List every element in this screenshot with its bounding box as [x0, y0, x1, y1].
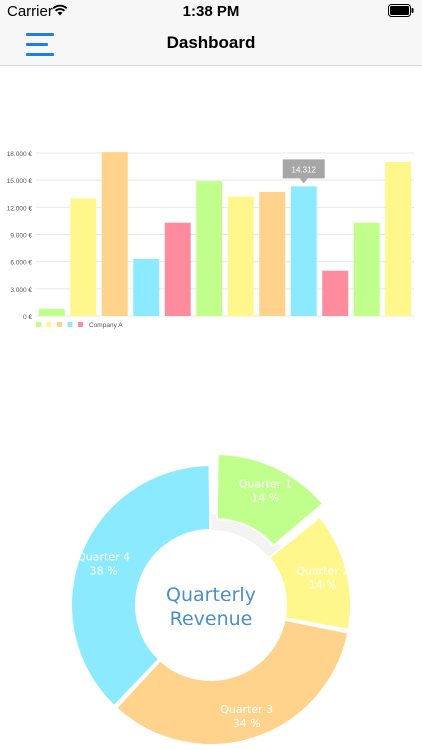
tooltip-box — [282, 159, 325, 179]
legend-swatch — [78, 322, 83, 327]
bar[interactable] — [259, 191, 286, 316]
wifi-icon — [52, 4, 68, 16]
donut-slice[interactable] — [114, 618, 350, 746]
donut-chart[interactable]: Quarter 114 %Quarter 214 %Quarter 334 %Q… — [0, 440, 422, 750]
y-tick-label: 18.000 € — [7, 151, 33, 158]
legend-label: Company A — [89, 322, 123, 329]
y-tick-label: 3.000 € — [10, 287, 32, 294]
slice-percent-label: 34 % — [233, 717, 261, 730]
slice-label: Quarter 1 — [239, 478, 292, 491]
donut-slice[interactable] — [70, 463, 212, 708]
bar[interactable] — [353, 222, 380, 316]
page-title: Dashboard — [166, 33, 256, 52]
slice-percent-label: 14 % — [251, 492, 279, 505]
tooltip-label: 14.312 — [292, 165, 317, 174]
donut-center-subtitle: Revenue — [170, 608, 253, 630]
slice-percent-label: 38 % — [90, 564, 118, 577]
bar[interactable] — [290, 186, 317, 316]
hamburger-menu-icon-line — [26, 53, 54, 56]
legend-swatch — [46, 322, 52, 327]
donut-slice[interactable] — [267, 515, 352, 631]
bar[interactable] — [196, 181, 223, 316]
status-bar: Carrier 1:38 PM — [0, 0, 422, 22]
bar[interactable] — [322, 270, 349, 316]
status-time: 1:38 PM — [182, 3, 240, 20]
bar[interactable] — [101, 152, 128, 316]
donut-center — [137, 531, 285, 679]
bar[interactable] — [385, 162, 412, 316]
tooltip-pointer — [299, 178, 308, 184]
y-tick-label: 9.000 € — [10, 233, 32, 240]
legend-swatch — [57, 322, 62, 327]
bar[interactable] — [227, 196, 254, 316]
donut-center-title: Quarterly — [166, 584, 256, 606]
slice-percent-label: 14 % — [309, 578, 337, 591]
bar[interactable] — [38, 308, 65, 316]
slice-label: Quarter 4 — [77, 550, 130, 563]
legend-swatch — [67, 322, 73, 327]
hamburger-menu-icon-line — [26, 33, 54, 36]
y-tick-label: 6.000 € — [10, 260, 32, 267]
legend-swatch — [36, 322, 41, 327]
hamburger-menu-icon-line — [26, 43, 48, 46]
carrier-label: Carrier — [7, 3, 53, 20]
donut-slice[interactable] — [215, 453, 325, 548]
bar-chart[interactable]: 0 € 3.000 € 6.000 € 9.000 € 12.000 € 15.000 €… — [0, 120, 422, 340]
slice-label: Quarter 3 — [220, 703, 273, 716]
y-tick-label: 15.000 € — [7, 178, 33, 185]
hamburger-menu-button[interactable] — [20, 28, 60, 60]
slice-label: Quarter 2 — [296, 564, 349, 577]
bar[interactable] — [70, 198, 97, 316]
y-tick-label: 0 € — [23, 314, 32, 321]
nav-bar: Dashboard — [0, 22, 422, 66]
bar[interactable] — [164, 222, 191, 316]
bar[interactable] — [133, 258, 160, 316]
battery-icon — [388, 4, 414, 17]
y-tick-label: 12.000 € — [7, 205, 33, 212]
